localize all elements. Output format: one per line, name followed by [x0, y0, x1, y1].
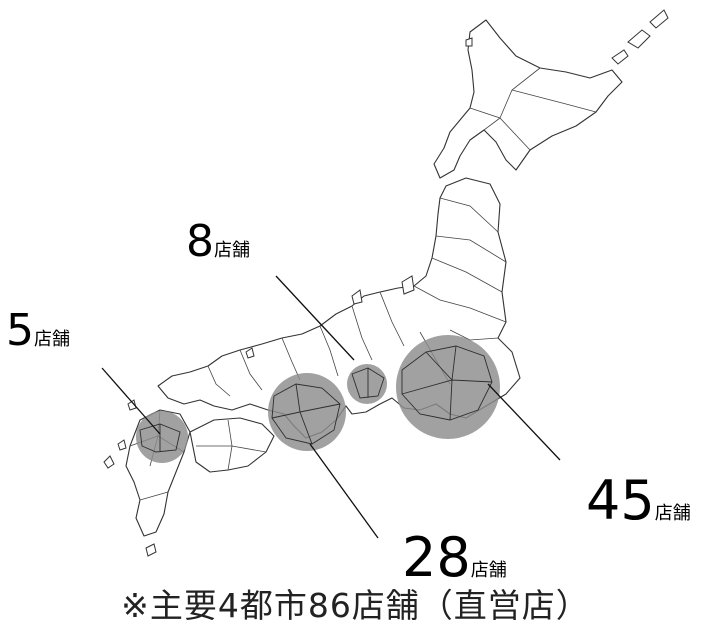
kanto-leader [487, 383, 561, 461]
hokkaido-shape [433, 19, 623, 179]
kyushu-bubble-group [136, 411, 188, 463]
kansai-bubble [268, 373, 346, 451]
kyushu-label: 5店舗 [6, 305, 70, 356]
kyushu-unit: 店舗 [34, 329, 70, 350]
store-caption: ※主要4都市86店舗（直営店） [121, 586, 590, 625]
kanto-bubble [396, 335, 500, 439]
nagoya-label: 8店舗 [186, 216, 250, 267]
kyushu-leader [101, 367, 161, 435]
nagoya-leader [275, 275, 355, 361]
kyushu-bubble [136, 411, 188, 463]
nagoya-bubble-group [347, 364, 387, 404]
nagoya-bubble [347, 364, 387, 404]
kanto-label: 45店舗 [586, 469, 691, 532]
kanto-unit: 店舗 [655, 503, 691, 524]
kansai-label: 28店舗 [402, 526, 507, 589]
kansai-count: 28 [402, 526, 471, 589]
kansai-unit: 店舗 [471, 560, 507, 581]
nagoya-unit: 店舗 [214, 240, 250, 261]
kansai-leader [309, 443, 379, 539]
nagoya-count: 8 [186, 216, 214, 267]
kansai-bubble-group [268, 373, 346, 451]
kyushu-count: 5 [6, 305, 34, 356]
kanto-bubble-group [396, 335, 500, 439]
kanto-count: 45 [586, 469, 655, 532]
